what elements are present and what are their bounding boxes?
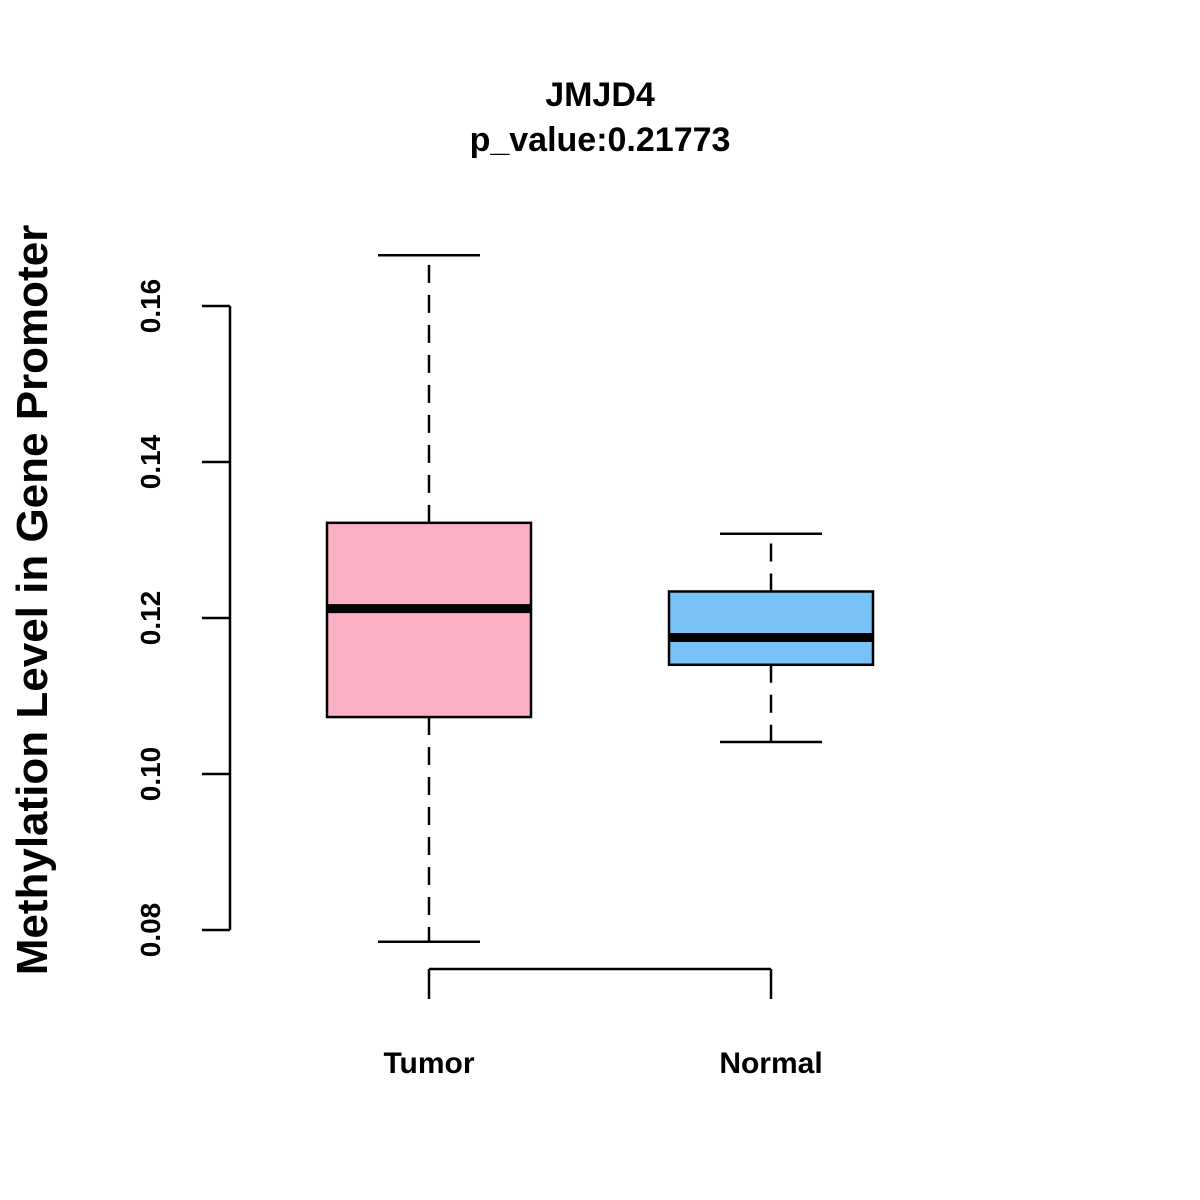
x-axis: Tumor Normal	[383, 967, 823, 1080]
y-tick-label: 0.08	[135, 903, 166, 958]
box-group	[325, 254, 875, 943]
box-normal	[667, 532, 875, 744]
y-axis: 0.08 0.10 0.12 0.14 0.16	[135, 279, 232, 958]
chart-title: JMJD4	[545, 76, 655, 114]
x-tick-label: Tumor	[383, 1047, 474, 1080]
y-tick-label: 0.12	[135, 591, 166, 646]
y-tick-label: 0.16	[135, 279, 166, 334]
chart-subtitle: p_value:0.21773	[470, 121, 731, 159]
y-tick-label: 0.10	[135, 747, 166, 802]
y-axis-label: Methylation Level in Gene Promoter	[8, 225, 57, 976]
y-tick-label: 0.14	[135, 434, 166, 489]
box-iqr	[667, 590, 875, 667]
box-tumor	[325, 254, 533, 943]
x-tick-label: Normal	[719, 1047, 822, 1080]
box-iqr	[325, 521, 533, 719]
